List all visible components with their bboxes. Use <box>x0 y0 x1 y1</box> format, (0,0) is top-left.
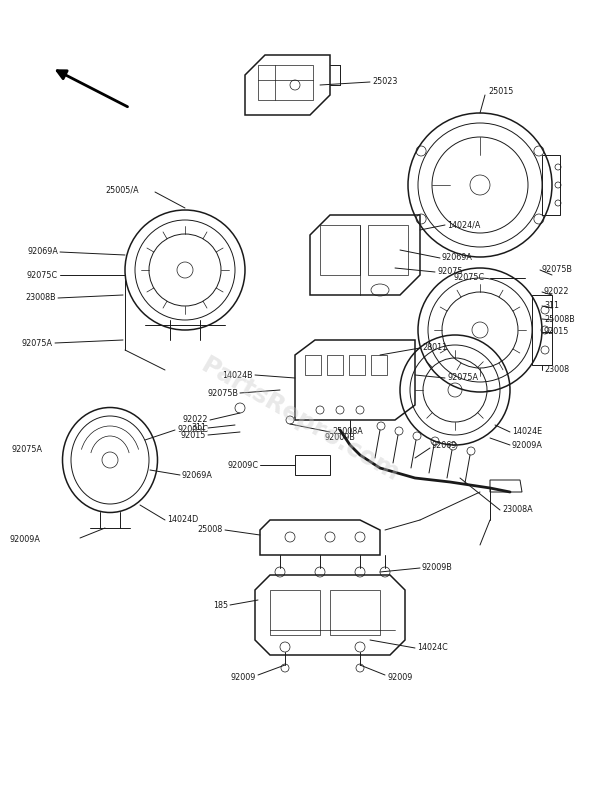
Text: 92069A: 92069A <box>442 254 473 262</box>
Text: 23008: 23008 <box>544 366 569 374</box>
Text: 25008B: 25008B <box>544 315 575 323</box>
Bar <box>330 590 380 635</box>
Text: 92022: 92022 <box>182 415 208 425</box>
Text: 92075C: 92075C <box>454 273 485 283</box>
Text: 28011: 28011 <box>422 344 447 352</box>
Text: 92075A: 92075A <box>22 338 53 348</box>
Bar <box>327 355 343 375</box>
Text: 25008: 25008 <box>198 525 223 535</box>
Text: 92009A: 92009A <box>10 535 41 545</box>
Text: 14024B: 14024B <box>223 371 253 379</box>
Text: 92015: 92015 <box>181 430 206 440</box>
Bar <box>349 355 365 375</box>
Text: 23008B: 23008B <box>25 294 56 302</box>
Text: 25008A: 25008A <box>332 428 363 436</box>
Bar <box>258 65 313 100</box>
Bar <box>371 355 387 375</box>
Bar <box>320 225 360 275</box>
Text: 25005/A: 25005/A <box>105 185 139 195</box>
Text: 92075B: 92075B <box>207 389 238 397</box>
Text: 92069A: 92069A <box>27 247 58 257</box>
Text: 23008A: 23008A <box>502 506 533 514</box>
Text: 25023: 25023 <box>372 78 397 86</box>
Text: 92009A: 92009A <box>512 440 543 450</box>
Text: 14024/A: 14024/A <box>447 221 481 229</box>
Text: PartsRepro.com: PartsRepro.com <box>196 353 404 487</box>
Text: 92009C: 92009C <box>227 461 258 469</box>
Text: 92009: 92009 <box>230 673 256 681</box>
Text: 311: 311 <box>544 301 559 311</box>
Text: 185: 185 <box>213 601 228 609</box>
Text: 14024D: 14024D <box>167 516 198 524</box>
Bar <box>270 590 320 635</box>
Text: 92075B: 92075B <box>542 265 573 275</box>
Text: 311: 311 <box>191 423 206 433</box>
Text: 92022: 92022 <box>544 287 569 297</box>
Text: 92009C: 92009C <box>177 425 208 435</box>
Text: 92075: 92075 <box>437 268 463 276</box>
Text: 92075C: 92075C <box>27 271 58 279</box>
Text: 92069: 92069 <box>432 441 457 451</box>
Text: 92015: 92015 <box>544 327 569 337</box>
Text: 92075A: 92075A <box>447 374 478 382</box>
Text: 92069A: 92069A <box>182 470 213 480</box>
Bar <box>305 355 321 375</box>
Bar <box>368 225 408 275</box>
Text: 92009B: 92009B <box>325 433 355 441</box>
Text: 92009B: 92009B <box>422 564 453 572</box>
Text: 14024C: 14024C <box>417 644 448 652</box>
Text: 92075A: 92075A <box>12 446 43 455</box>
Text: 14024E: 14024E <box>512 428 542 436</box>
Bar <box>295 455 330 475</box>
Text: 92009: 92009 <box>387 673 412 681</box>
Text: 25015: 25015 <box>488 87 514 97</box>
